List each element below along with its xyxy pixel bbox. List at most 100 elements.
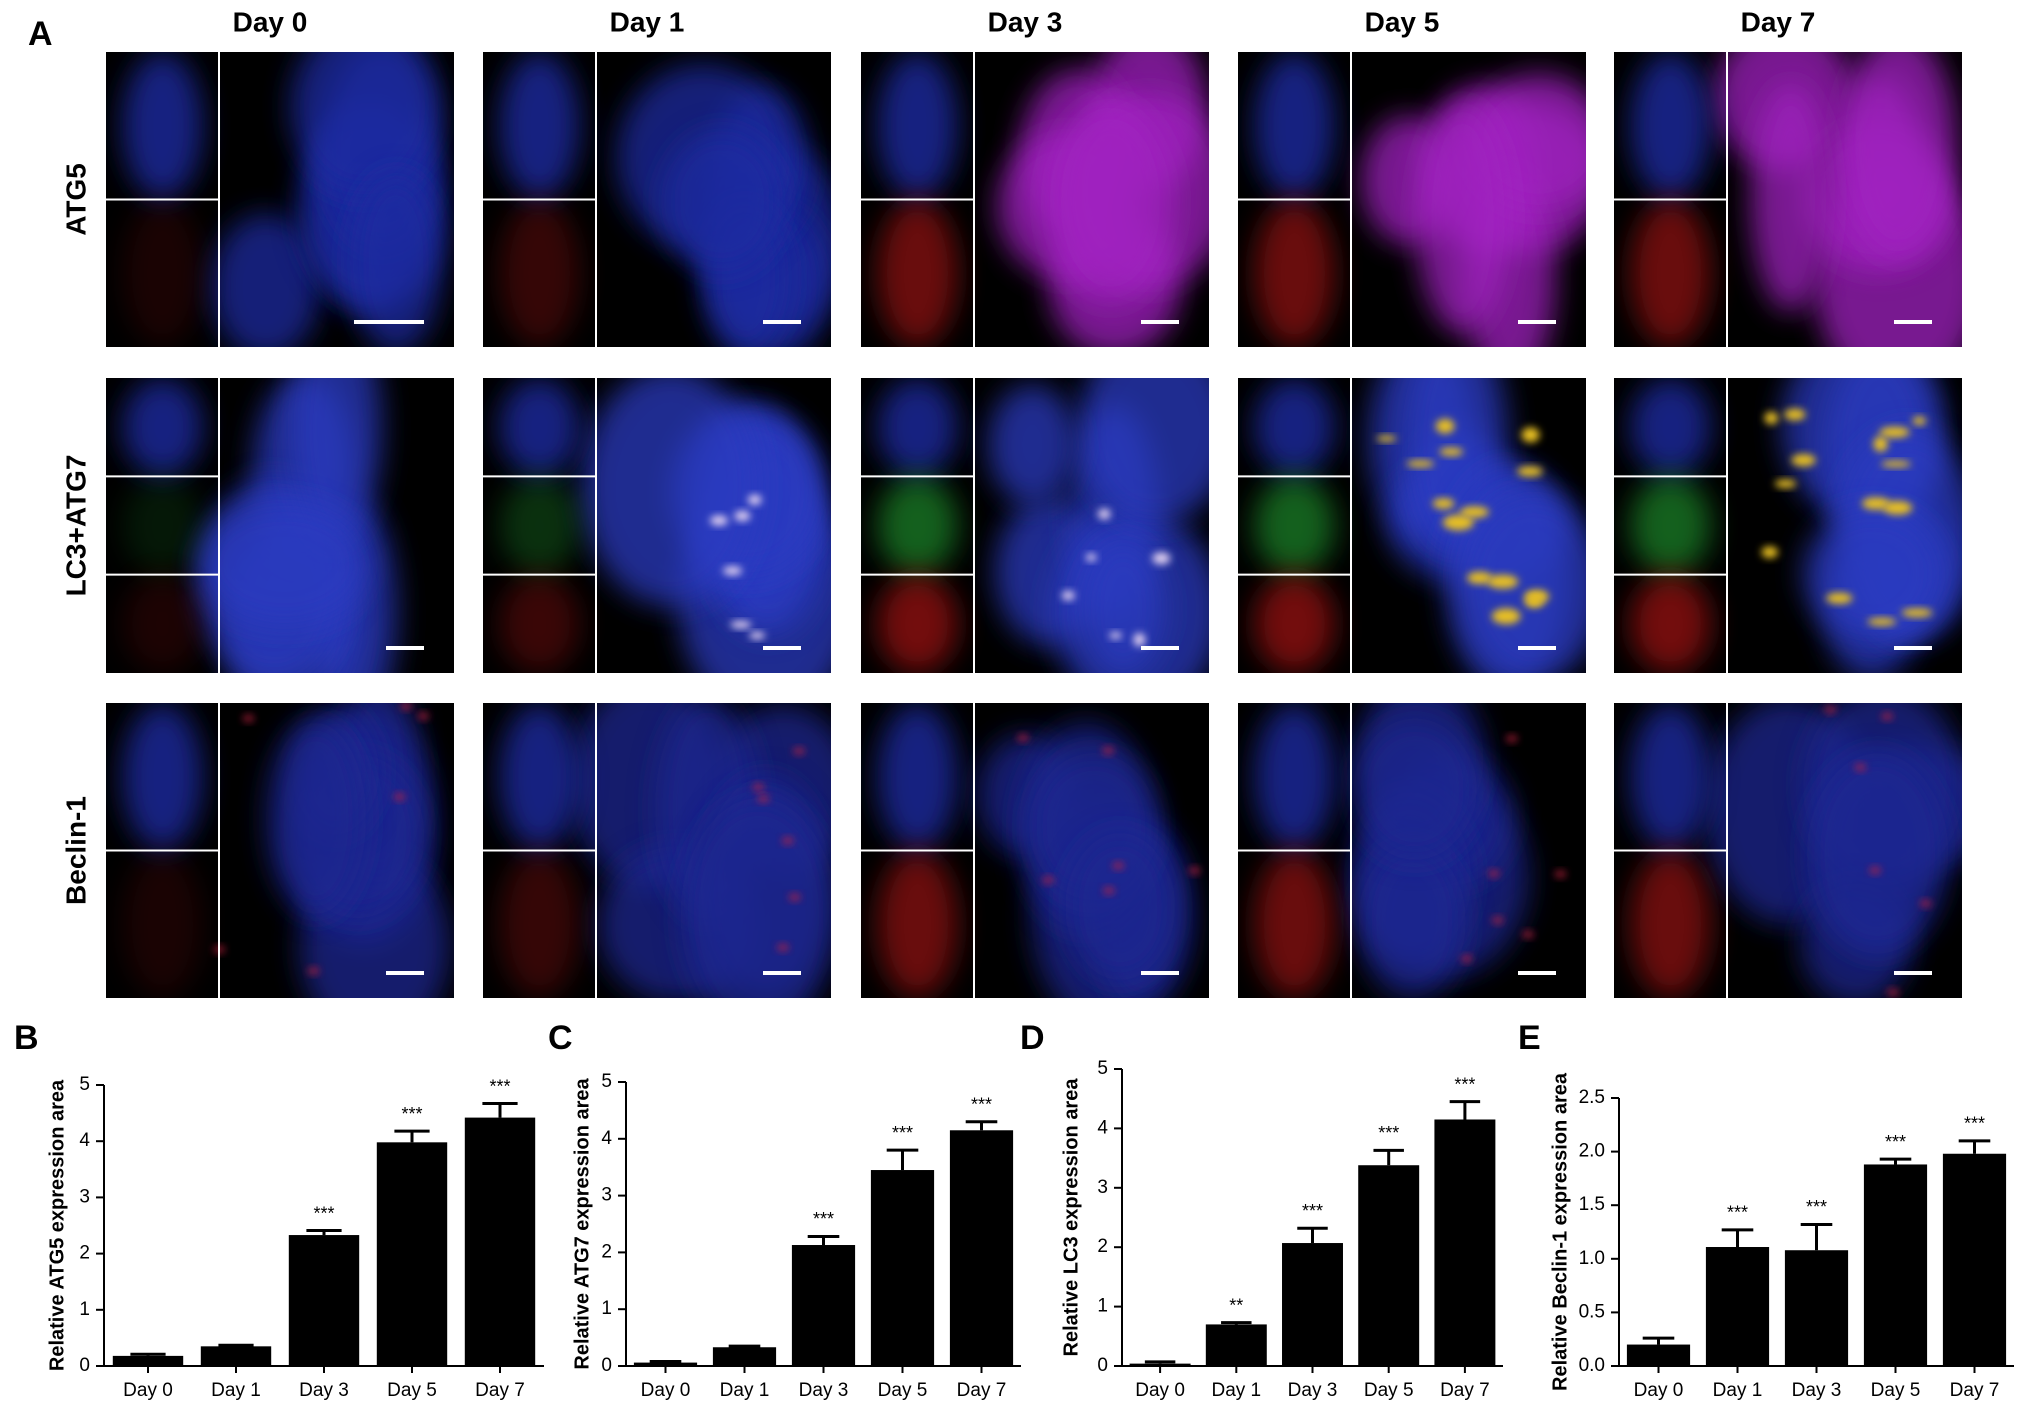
tissue	[1065, 831, 1176, 982]
inset-signal	[122, 199, 203, 347]
y-tick-label: 5	[1097, 1058, 1108, 1079]
y-tick-label: 2	[1097, 1236, 1108, 1257]
signal	[1459, 506, 1490, 518]
inset-signal	[122, 850, 203, 998]
y-tick-label: 1	[79, 1299, 90, 1320]
tissue	[265, 720, 366, 917]
x-tick-label: Day 3	[1288, 1380, 1338, 1401]
x-tick-label: Day 5	[1364, 1380, 1414, 1401]
significance: ***	[489, 1076, 510, 1096]
x-tick-label: Day 3	[799, 1380, 849, 1401]
y-tick-label: 0	[1097, 1355, 1108, 1376]
bar	[1434, 1119, 1496, 1366]
signal	[1152, 552, 1171, 565]
significance: ***	[892, 1123, 913, 1143]
inset-signal	[499, 850, 580, 998]
inset-signal	[122, 52, 203, 200]
inset-signal	[1254, 378, 1335, 477]
tissue	[199, 502, 370, 627]
x-tick-label: Day 3	[1792, 1380, 1842, 1401]
column-header: Day 3	[988, 6, 1063, 37]
inset-signal	[122, 378, 203, 477]
signal	[1825, 592, 1853, 604]
tissue	[1806, 752, 1949, 956]
tissue	[660, 129, 784, 273]
tissue	[290, 378, 382, 545]
bar	[112, 1355, 184, 1366]
y-tick-label: 3	[601, 1185, 612, 1206]
tissue	[1415, 103, 1510, 334]
signal	[1442, 514, 1474, 531]
signal	[1491, 608, 1521, 625]
micrograph	[1238, 378, 1586, 673]
signal	[1879, 426, 1910, 438]
x-tick-label: Day 0	[123, 1380, 173, 1401]
x-tick-label: Day 0	[1634, 1380, 1684, 1401]
inset-signal	[499, 52, 580, 200]
signal	[417, 712, 430, 721]
inset-signal	[499, 199, 580, 347]
inset-signal	[877, 378, 958, 477]
x-tick-label: Day 0	[1135, 1380, 1185, 1401]
y-tick-label: 0.5	[1579, 1301, 1605, 1322]
inset-signal	[877, 199, 958, 347]
row-label: Beclin-1	[60, 796, 91, 905]
signal	[1524, 595, 1544, 608]
inset-signal	[877, 850, 958, 998]
signal	[1432, 498, 1455, 510]
inset-signal	[499, 703, 580, 851]
row-label: ATG5	[60, 163, 91, 236]
inset-signal	[877, 52, 958, 200]
inset-signal	[877, 476, 958, 575]
inset-signal	[1630, 703, 1711, 851]
bar	[1626, 1344, 1691, 1366]
significance: ***	[1454, 1074, 1475, 1094]
bar	[1129, 1363, 1191, 1366]
signal	[1102, 886, 1115, 895]
signal	[393, 792, 406, 801]
tissue	[211, 213, 321, 347]
bar	[1863, 1164, 1928, 1366]
panel-label: D	[1020, 1019, 1045, 1057]
tissue	[349, 172, 443, 347]
bar	[376, 1142, 448, 1366]
inset-signal	[1254, 199, 1335, 347]
signal	[1824, 705, 1837, 714]
y-axis-label: Relative ATG7 expression area	[571, 1077, 593, 1369]
signal	[1112, 861, 1125, 870]
bar	[791, 1245, 856, 1366]
signal	[1791, 453, 1816, 467]
signal	[1098, 508, 1111, 520]
row-label: LC3+ATG7	[60, 455, 91, 597]
signal	[1487, 574, 1519, 589]
y-tick-label: 2	[601, 1241, 612, 1262]
inset-signal	[1254, 850, 1335, 998]
signal	[1912, 416, 1927, 426]
signal	[749, 631, 766, 640]
inset-signal	[122, 703, 203, 851]
y-tick-label: 0	[79, 1355, 90, 1376]
signal	[1522, 930, 1535, 939]
y-tick-label: 5	[79, 1074, 90, 1095]
micrograph	[1238, 703, 1586, 998]
tissue	[1460, 493, 1586, 673]
bar	[870, 1170, 935, 1366]
signal	[1873, 436, 1888, 452]
signal	[752, 783, 765, 792]
signal	[1861, 497, 1890, 510]
column-header: Day 0	[233, 6, 308, 37]
x-tick-label: Day 5	[878, 1380, 928, 1401]
signal	[710, 515, 728, 526]
panel-label: B	[14, 1019, 39, 1057]
significance: ***	[1302, 1201, 1323, 1221]
x-tick-label: Day 1	[211, 1380, 261, 1401]
x-tick-label: Day 1	[1211, 1380, 1261, 1401]
x-tick-label: Day 7	[1950, 1380, 2000, 1401]
signal	[1521, 427, 1540, 443]
inset-signal	[1630, 199, 1711, 347]
y-tick-label: 1.0	[1579, 1248, 1605, 1269]
signal	[1435, 418, 1455, 434]
signal	[722, 566, 743, 576]
micrograph	[1614, 703, 1962, 998]
signal	[1102, 746, 1115, 755]
